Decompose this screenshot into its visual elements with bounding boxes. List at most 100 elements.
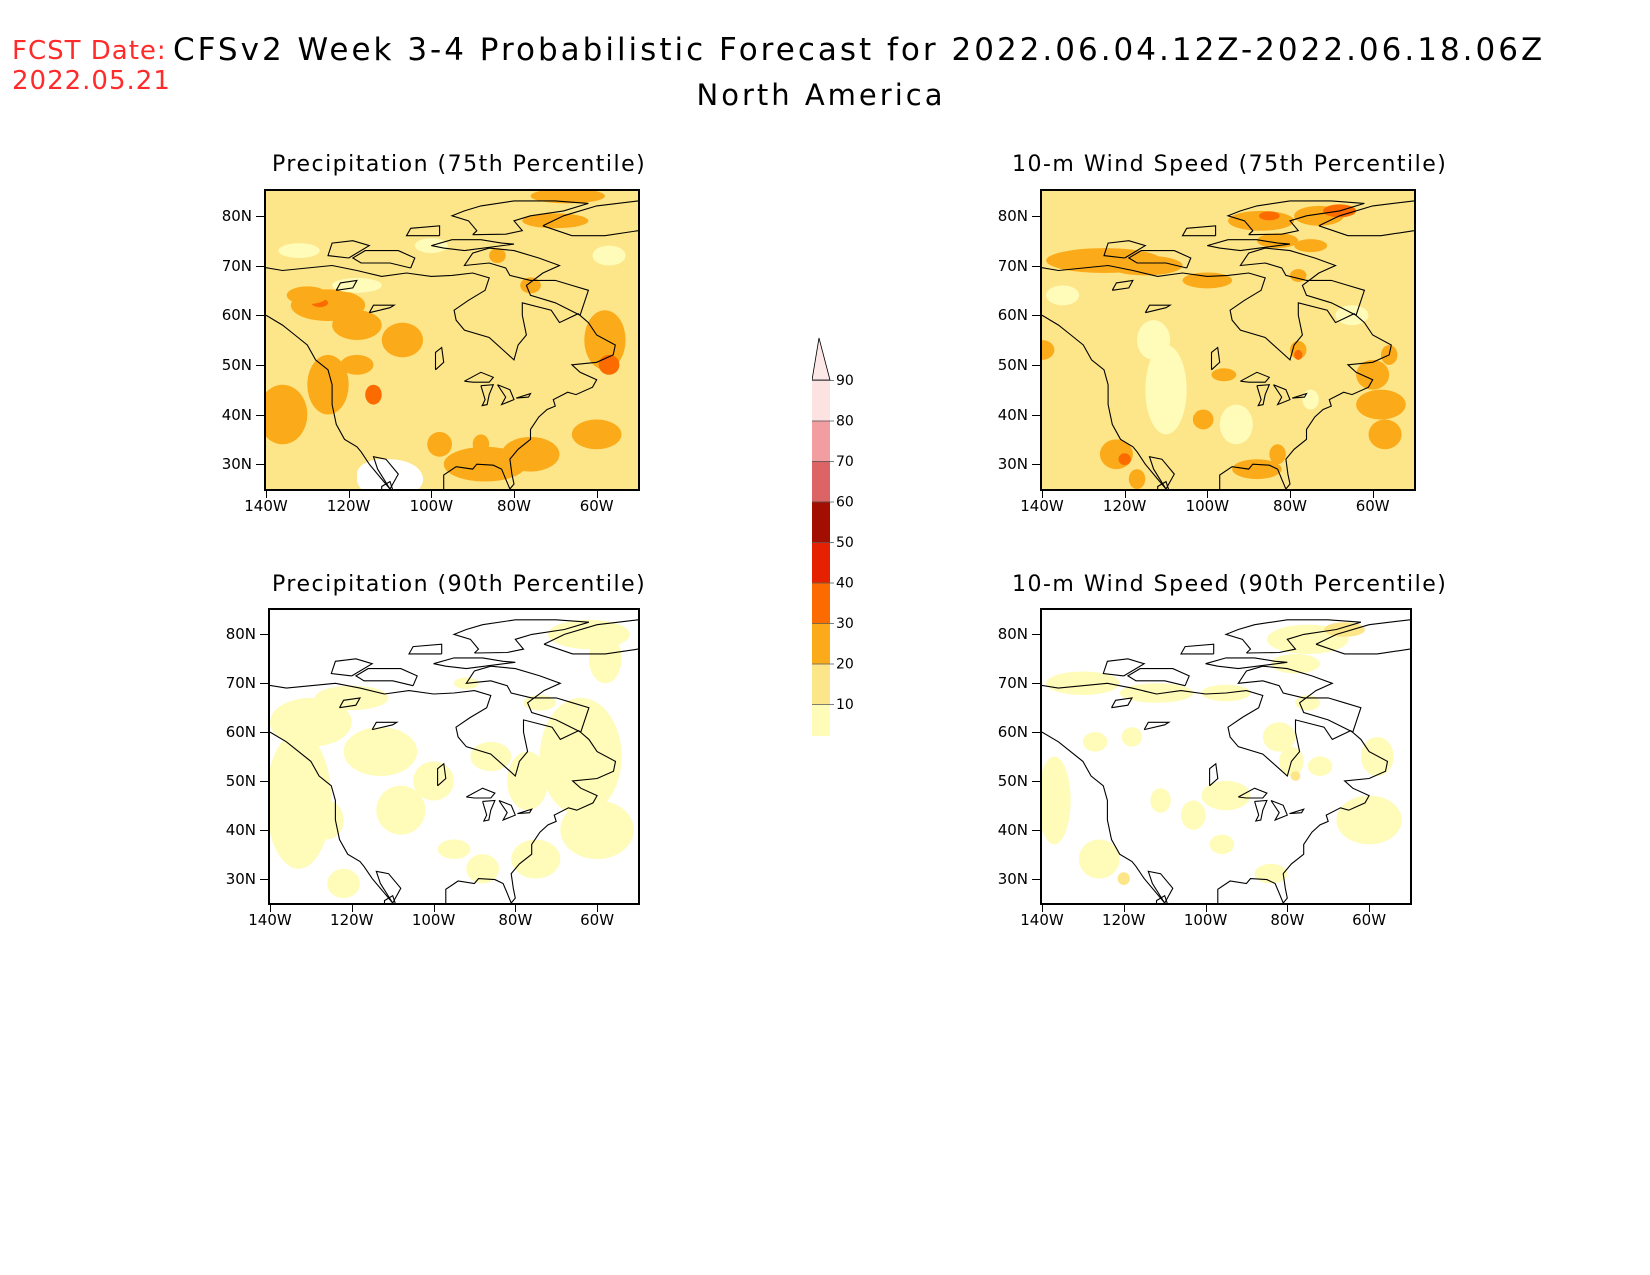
panel-title: Precipitation (75th Percentile)	[272, 152, 647, 177]
coastline	[1270, 799, 1289, 822]
axis-tick	[1032, 315, 1040, 317]
coastline	[1155, 894, 1168, 903]
coastline	[433, 657, 516, 670]
coastline	[1205, 657, 1288, 670]
longitude-label: 80W	[1270, 911, 1305, 929]
probability-region	[356, 459, 424, 489]
coastline	[1144, 304, 1173, 314]
probability-region	[1269, 444, 1286, 465]
coastline	[431, 239, 515, 252]
latitude-label: 40N	[997, 820, 1028, 839]
latitude-label: 50N	[225, 771, 256, 790]
colorbar-label: 10	[836, 697, 854, 713]
probability-region	[1302, 389, 1319, 410]
probability-region	[539, 697, 622, 816]
probability-region	[266, 384, 308, 445]
longitude-label: 60W	[1352, 911, 1387, 929]
axis-tick	[597, 904, 599, 912]
probability-region	[365, 384, 382, 405]
longitude-label: 100W	[409, 497, 454, 515]
longitude-label: 80W	[498, 911, 533, 929]
latitude-label: 60N	[997, 723, 1028, 742]
probability-region	[523, 694, 557, 711]
colorbar-svg: 10 20 30 40 50 60 70 80 90	[811, 337, 854, 783]
latitude-label: 40N	[997, 405, 1028, 424]
probability-region	[332, 310, 382, 340]
probability-region	[381, 322, 424, 358]
colorbar-swatch	[812, 501, 830, 542]
longitude-label: 100W	[1183, 911, 1228, 929]
probability-region	[1290, 268, 1307, 282]
latitude-label: 70N	[997, 256, 1028, 275]
probability-region	[571, 419, 622, 450]
probability-region	[1042, 340, 1055, 360]
probability-region	[520, 277, 541, 294]
probability-region	[270, 697, 352, 747]
map-svg	[1042, 191, 1414, 489]
probability-region	[1182, 272, 1233, 289]
probability-region	[472, 434, 490, 455]
probability-region	[1150, 788, 1171, 813]
coastline	[368, 304, 397, 314]
coastline	[542, 200, 638, 237]
coastline	[266, 264, 616, 489]
probability-region	[588, 634, 622, 684]
longitude-label: 120W	[1102, 911, 1146, 929]
probability-region	[437, 839, 471, 860]
axis-tick	[1032, 732, 1040, 734]
axis-tick	[260, 780, 268, 782]
coastline	[405, 225, 441, 237]
latitude-label: 80N	[997, 625, 1028, 644]
longitude-label: 100W	[411, 911, 456, 929]
colorbar-label: 40	[836, 576, 854, 592]
probability-region	[1082, 732, 1108, 752]
colorbar-swatch	[812, 542, 830, 583]
axis-tick	[1032, 414, 1040, 416]
coastline	[1224, 619, 1362, 654]
probability-region	[270, 732, 332, 869]
probability-region	[1145, 344, 1187, 435]
axis-tick	[431, 490, 433, 498]
coastline	[1111, 697, 1134, 709]
coastline	[339, 697, 362, 709]
colorbar-swatch	[812, 582, 830, 623]
axis-tick	[1032, 683, 1040, 685]
probability-region	[1108, 255, 1183, 276]
axis-tick	[1123, 904, 1125, 912]
probability-region	[1119, 683, 1194, 703]
forecast-date-label: FCST Date:	[12, 36, 167, 66]
coastline	[466, 787, 496, 799]
coastline	[1237, 665, 1362, 733]
coastline	[270, 731, 394, 903]
probability-region	[1211, 368, 1237, 382]
axis-tick	[260, 829, 268, 831]
latitude-label: 60N	[997, 306, 1028, 325]
coastline	[482, 799, 496, 822]
axis-tick	[256, 414, 264, 416]
probability-region	[511, 839, 561, 879]
probability-region	[278, 243, 320, 259]
probability-region	[1294, 239, 1328, 253]
coastline	[1148, 455, 1175, 489]
axis-tick	[1124, 490, 1126, 498]
coastline	[1127, 250, 1192, 269]
longitude-label: 140W	[244, 497, 288, 515]
colorbar-label: 50	[836, 535, 854, 551]
probability-region	[560, 800, 634, 860]
coastline	[1143, 721, 1171, 731]
probability-region	[1201, 780, 1251, 811]
longitude-label: 60W	[579, 497, 614, 515]
probability-region	[1078, 839, 1120, 879]
coastline	[480, 384, 495, 407]
probability-region	[507, 751, 549, 811]
colorbar-arrow-top	[811, 337, 831, 381]
latitude-label: 60N	[225, 723, 256, 742]
region-subtitle-text: North America	[696, 78, 946, 112]
coastline	[1042, 731, 1166, 903]
axis-tick	[514, 490, 515, 498]
coastline	[434, 346, 445, 371]
colorbar-label: 30	[836, 616, 854, 632]
map-svg	[270, 610, 638, 903]
probability-region	[1232, 459, 1282, 480]
coastline	[335, 279, 358, 291]
